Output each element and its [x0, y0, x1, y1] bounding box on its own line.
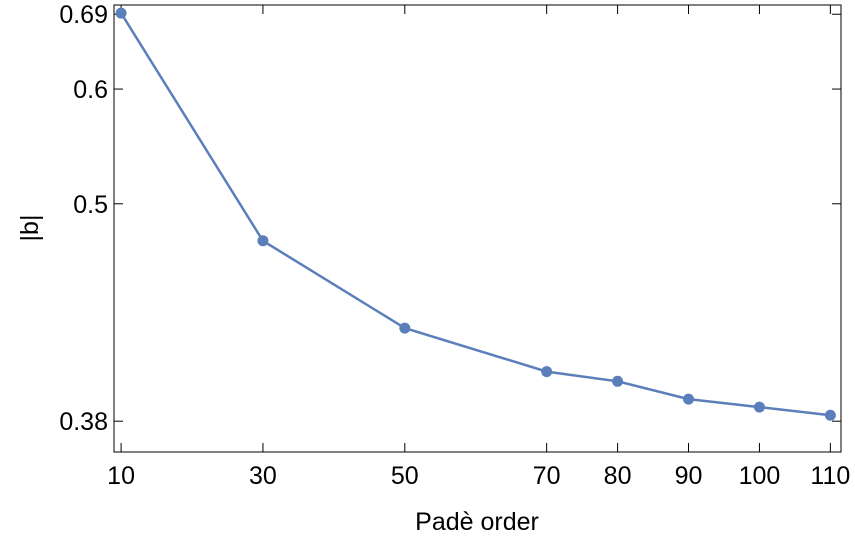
data-point	[683, 393, 695, 405]
x-axis: 10 30 50 70 80 90 100 110	[107, 5, 850, 490]
x-tick-label: 80	[604, 462, 632, 490]
x-tick-label: 50	[391, 462, 419, 490]
y-axis: 0.38 0.5 0.6 0.69	[59, 1, 841, 436]
y-tick-label: 0.38	[59, 408, 108, 436]
data-point	[753, 401, 765, 413]
x-tick-label: 90	[675, 462, 703, 490]
data-point	[612, 375, 624, 387]
y-tick-label: 0.6	[73, 76, 108, 104]
y-axis-title: |b|	[16, 215, 44, 242]
x-tick-label: 110	[810, 462, 850, 490]
x-tick-label: 70	[533, 462, 561, 490]
series-line	[120, 12, 831, 417]
x-tick-label: 30	[249, 462, 277, 490]
data-point	[824, 409, 836, 421]
data-point	[257, 235, 269, 247]
x-tick-label: 10	[107, 462, 135, 490]
x-axis-title: Padè order	[415, 508, 539, 536]
y-tick-label: 0.69	[59, 1, 108, 29]
y-tick-label: 0.5	[73, 191, 108, 219]
data-point	[115, 7, 127, 19]
series-points	[115, 7, 836, 421]
data-point	[399, 322, 411, 334]
data-point	[541, 366, 553, 378]
plot-frame	[113, 4, 842, 453]
x-tick-label: 100	[739, 462, 781, 490]
